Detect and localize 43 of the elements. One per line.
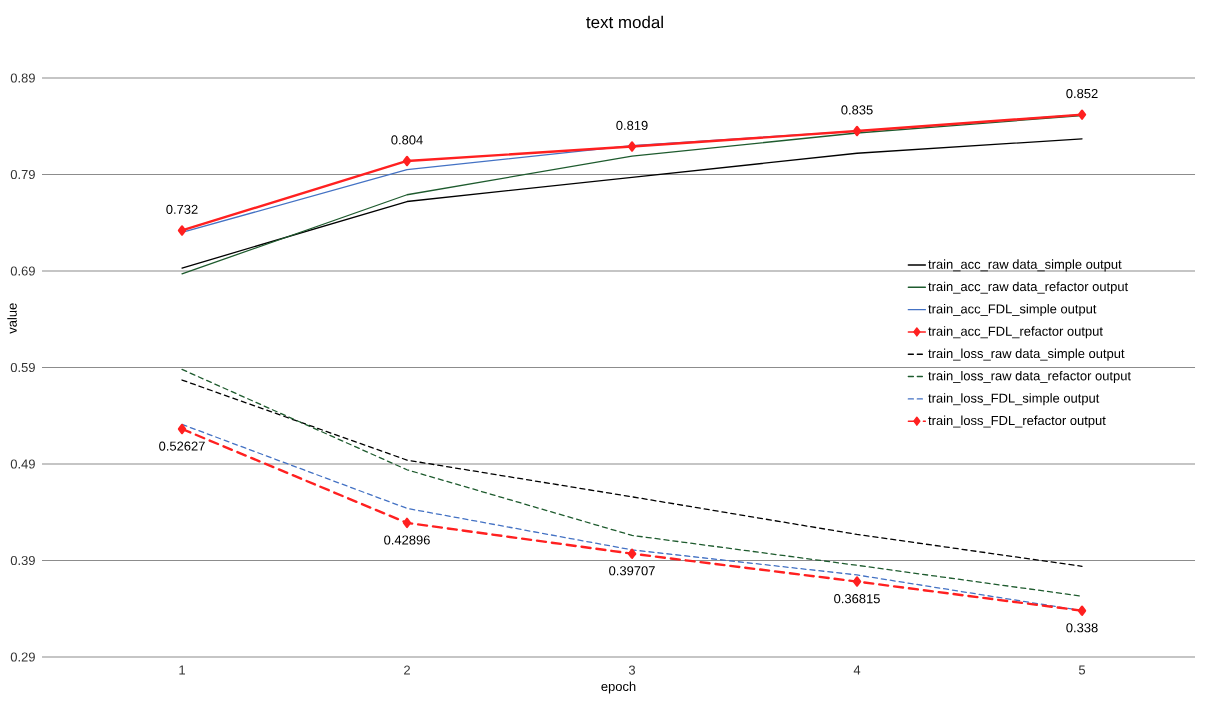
data-label: 0.819 [616, 120, 648, 130]
chart-title: text modal [586, 15, 663, 29]
point [1077, 605, 1087, 616]
y-tick-label: 0.79 [10, 169, 35, 180]
x-tick-label: 2 [404, 665, 410, 675]
data-label: 0.52627 [159, 441, 205, 451]
legend-label: train_loss_FDL_refactor output [928, 415, 1106, 428]
y-tick-label: 0.89 [10, 73, 35, 83]
point [177, 423, 187, 435]
data-label: 0.732 [166, 204, 198, 214]
data-label: 0.804 [391, 135, 423, 145]
legend-label: train_acc_FDL_refactor output [928, 326, 1103, 339]
y-tick-label: 0.39 [10, 555, 35, 566]
data-label: 0.338 [1066, 623, 1098, 633]
y-tick-label: 0.49 [10, 459, 35, 469]
point [852, 125, 862, 137]
x-axis-title: epoch [601, 681, 636, 694]
point [177, 225, 187, 236]
point [402, 155, 412, 167]
data-label: 0.42896 [384, 535, 430, 545]
legend-label: train_loss_FDL_simple output [928, 393, 1100, 406]
point [1077, 109, 1087, 120]
x-tick-label: 1 [179, 665, 185, 675]
point [627, 548, 637, 559]
data-label: 0.39707 [609, 566, 655, 576]
legend-label: train_acc_raw data_refactor output [928, 281, 1129, 294]
legend-label: train_acc_raw data_simple output [928, 259, 1122, 272]
legend-label: train_loss_raw data_simple output [928, 348, 1125, 361]
point [627, 141, 637, 152]
point [852, 576, 862, 587]
x-tick-label: 3 [628, 665, 636, 675]
y-axis-title: value [7, 303, 17, 334]
y-tick-label: 0.59 [10, 362, 35, 373]
data-label: 0.852 [1066, 88, 1098, 99]
y-tick-label: 0.29 [10, 652, 35, 662]
legend-label: train_acc_FDL_simple output [928, 303, 1097, 317]
legend-label: train_loss_raw data_refactor output [928, 370, 1131, 383]
x-tick-label: 4 [853, 665, 861, 675]
y-tick-label: 0.69 [10, 266, 35, 276]
data-label: 0.36815 [834, 594, 880, 604]
data-label: 0.835 [841, 105, 873, 115]
point [402, 517, 412, 529]
x-tick-label: 5 [1078, 665, 1086, 675]
